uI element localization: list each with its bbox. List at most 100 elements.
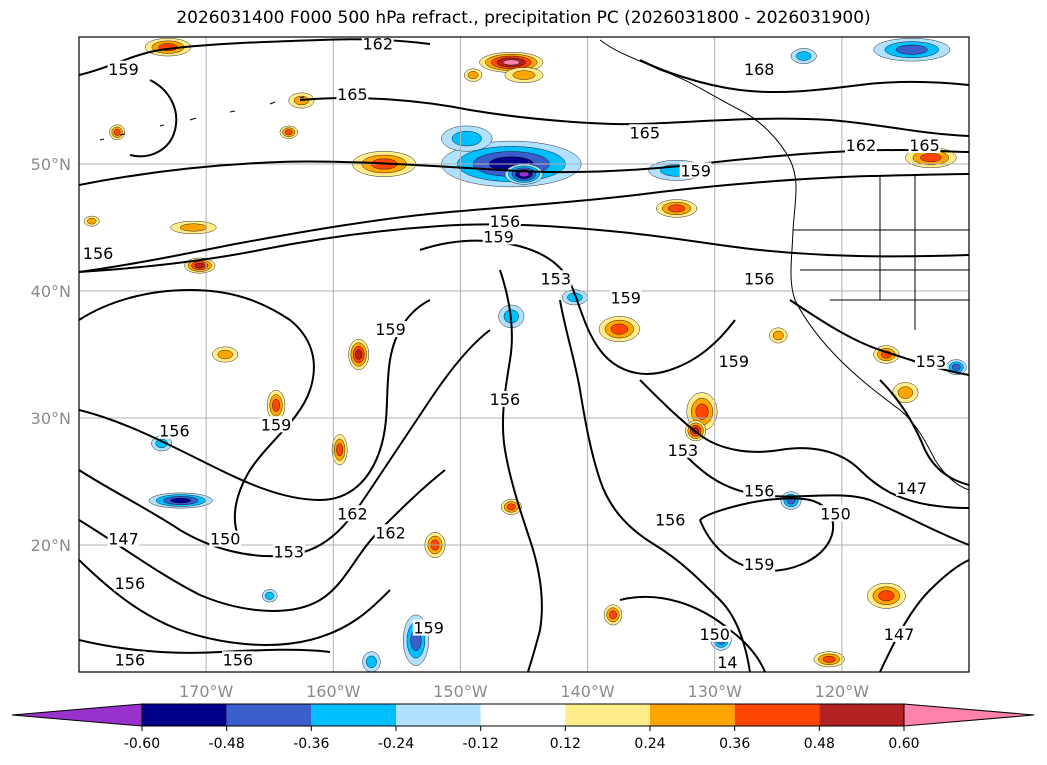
precip-cell — [892, 382, 919, 403]
colorbar-tick-label: -0.12 — [463, 736, 499, 752]
contour-line — [79, 173, 969, 273]
contour-line — [619, 595, 766, 672]
contour-line — [299, 97, 969, 137]
contour-label-background — [158, 422, 191, 439]
contour-label: 147 — [897, 479, 928, 498]
contour-label: 162 — [846, 136, 877, 155]
contour-label-background — [412, 619, 445, 636]
colorbar-segment — [565, 704, 650, 726]
contour-label-background — [482, 228, 515, 245]
contour-label-background — [914, 352, 947, 369]
contour-label-background — [272, 543, 305, 560]
contour-line — [789, 299, 969, 376]
contour-line — [79, 639, 331, 654]
contour-label: 162 — [337, 504, 368, 523]
contour-line — [879, 379, 969, 486]
precip-cell — [504, 67, 544, 83]
contour-line — [499, 269, 543, 672]
precip-cell — [598, 316, 640, 342]
contour-label: 156 — [115, 650, 146, 669]
precip-cell — [790, 48, 817, 64]
contour-label: 156 — [115, 574, 146, 593]
contour-line — [79, 329, 491, 558]
precip-cell — [561, 289, 588, 306]
axis-tick-labels: 50°N 40°N 30°N 20°N 170°W 160°W 150°W 140°W 130°… — [31, 155, 870, 701]
colorbar-body — [11, 703, 1035, 727]
coastline — [99, 39, 969, 491]
precip-cell — [362, 651, 381, 672]
contour-label-background — [82, 244, 114, 261]
contour-label-background — [113, 651, 146, 668]
precip-cell — [109, 124, 125, 141]
precip-cell — [83, 215, 100, 227]
contour-label: 153 — [274, 542, 305, 561]
colorbar-tick-labels: -0.60 -0.48 -0.36 -0.24 -0.12 0.12 0.24 0.36 0.4… — [124, 726, 920, 752]
precipitation-layer — [83, 38, 967, 672]
contour-label: 165 — [630, 123, 661, 142]
precip-cell — [279, 125, 298, 139]
contour-label-background — [698, 625, 731, 642]
lat-tick-label: 30°N — [31, 409, 71, 428]
precip-cell — [441, 125, 493, 152]
contour-label: 14 — [717, 653, 737, 672]
precip-cell — [656, 199, 698, 218]
contour-label: 168 — [744, 60, 775, 79]
contour-label-background — [539, 270, 572, 287]
precip-cell — [170, 220, 217, 235]
contour-label: 159 — [483, 227, 514, 246]
contour-label-background — [883, 625, 915, 642]
contour-label: 150 — [699, 625, 730, 644]
colorbar-segment — [311, 704, 396, 726]
contour-label: 150 — [820, 504, 851, 523]
colorbar-segment — [226, 704, 312, 726]
contour-line — [79, 288, 315, 541]
north-america-coast — [599, 39, 969, 491]
contour-line — [639, 59, 969, 94]
lon-tick-label: 120°W — [815, 682, 870, 701]
contour-label: 147 — [108, 530, 139, 549]
contour-label-background — [717, 352, 750, 369]
contour-label: 156 — [655, 511, 686, 530]
precip-cell — [331, 434, 348, 466]
lon-tick-label: 150°W — [433, 682, 488, 701]
contour-label-background — [336, 86, 369, 103]
graticule — [79, 37, 969, 672]
contour-label: 159 — [610, 288, 641, 307]
colorbar-segment — [650, 704, 735, 726]
contour-label: 156 — [744, 269, 775, 288]
contour-label-background — [743, 270, 776, 287]
contour-label-background — [609, 289, 642, 306]
contour-label: 162 — [375, 523, 406, 542]
contour-label-background — [107, 530, 140, 547]
contour-label: 159 — [413, 619, 444, 638]
colorbar-segment — [734, 704, 820, 726]
precip-cell — [603, 604, 623, 626]
colorbar-segment — [819, 704, 904, 726]
colorbar-tick-label: 0.48 — [804, 736, 835, 752]
colorbar-segment — [480, 704, 566, 726]
contour-label: 153 — [541, 269, 572, 288]
contour-label-background — [374, 321, 407, 338]
precip-cell — [905, 147, 957, 169]
colorbar-tick-label: -0.48 — [209, 736, 245, 752]
contour-label-background — [374, 524, 407, 541]
contour-label-background — [908, 136, 941, 153]
contour-label-background — [361, 35, 394, 52]
contour-line — [639, 379, 969, 509]
contour-label: 162 — [363, 34, 394, 53]
contour-line — [79, 148, 969, 186]
contour-label: 159 — [375, 320, 406, 339]
chart-title: 2026031400 F000 500 hPa refract., precip… — [176, 8, 871, 28]
contour-label: 165 — [337, 85, 368, 104]
contour-label: 153 — [668, 441, 699, 460]
contour-label: 156 — [490, 390, 521, 409]
contour-label: 156 — [223, 650, 254, 669]
colorbar-extend-high — [903, 703, 1035, 727]
contour-line — [79, 559, 391, 646]
contour-label-background — [222, 651, 254, 668]
colorbar-tick-label: -0.60 — [124, 736, 160, 752]
lon-tick-label: 140°W — [560, 682, 615, 701]
contour-label: 156 — [83, 244, 114, 263]
